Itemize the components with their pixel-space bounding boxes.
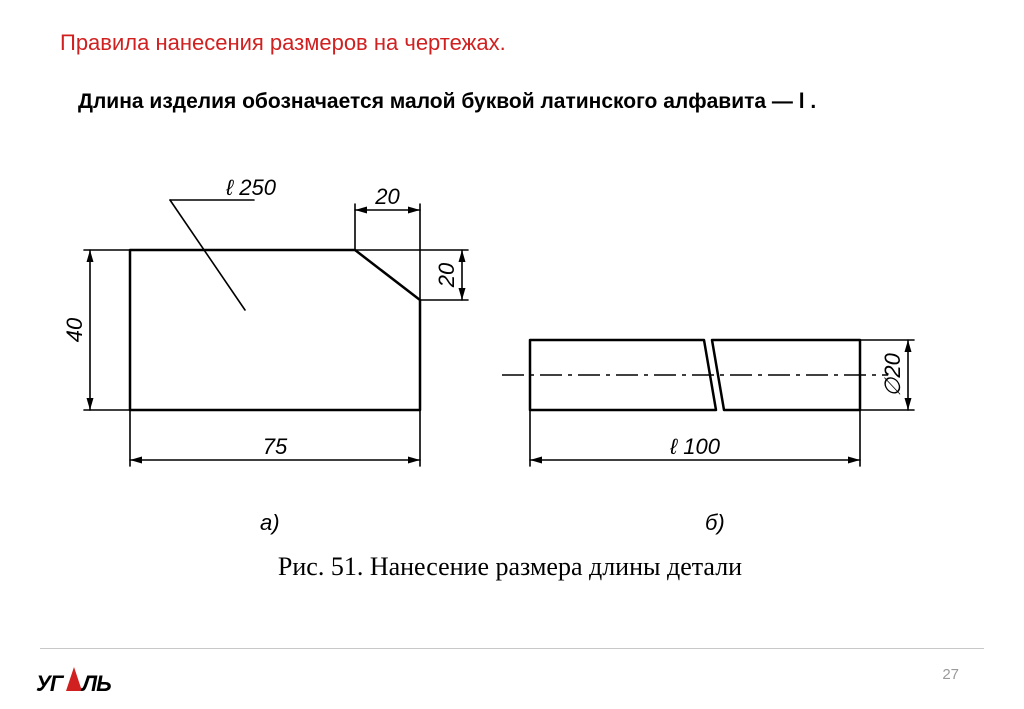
svg-text:20: 20 <box>434 262 459 288</box>
subfigure-label-a: а) <box>260 510 280 536</box>
svg-text:∅20: ∅20 <box>880 352 905 396</box>
page-number: 27 <box>942 666 959 683</box>
svg-text:20: 20 <box>374 184 400 209</box>
svg-text:75: 75 <box>263 434 288 459</box>
footer-logo: УГ ЛЬ <box>36 657 116 697</box>
svg-text:ℓ 250: ℓ 250 <box>225 175 277 200</box>
page-title: Правила нанесения размеров на чертежах. <box>60 30 506 56</box>
svg-text:УГ: УГ <box>36 671 65 696</box>
svg-text:ℓ 100: ℓ 100 <box>669 434 721 459</box>
page-subtitle: Длина изделия обозначается малой буквой … <box>78 90 816 114</box>
subfigure-label-b: б) <box>705 510 725 536</box>
svg-text:40: 40 <box>62 317 87 342</box>
figure-container: 75 40 20 20 ℓ 250 ℓ 100 ∅20 а) б) Рис. 51. Нан… <box>60 170 960 590</box>
figure-caption: Рис. 51. Нанесение размера длины детали <box>60 552 960 582</box>
technical-drawing: 75 40 20 20 ℓ 250 ℓ 100 ∅20 <box>60 170 960 500</box>
svg-text:ЛЬ: ЛЬ <box>80 671 111 696</box>
footer-divider <box>40 648 984 649</box>
